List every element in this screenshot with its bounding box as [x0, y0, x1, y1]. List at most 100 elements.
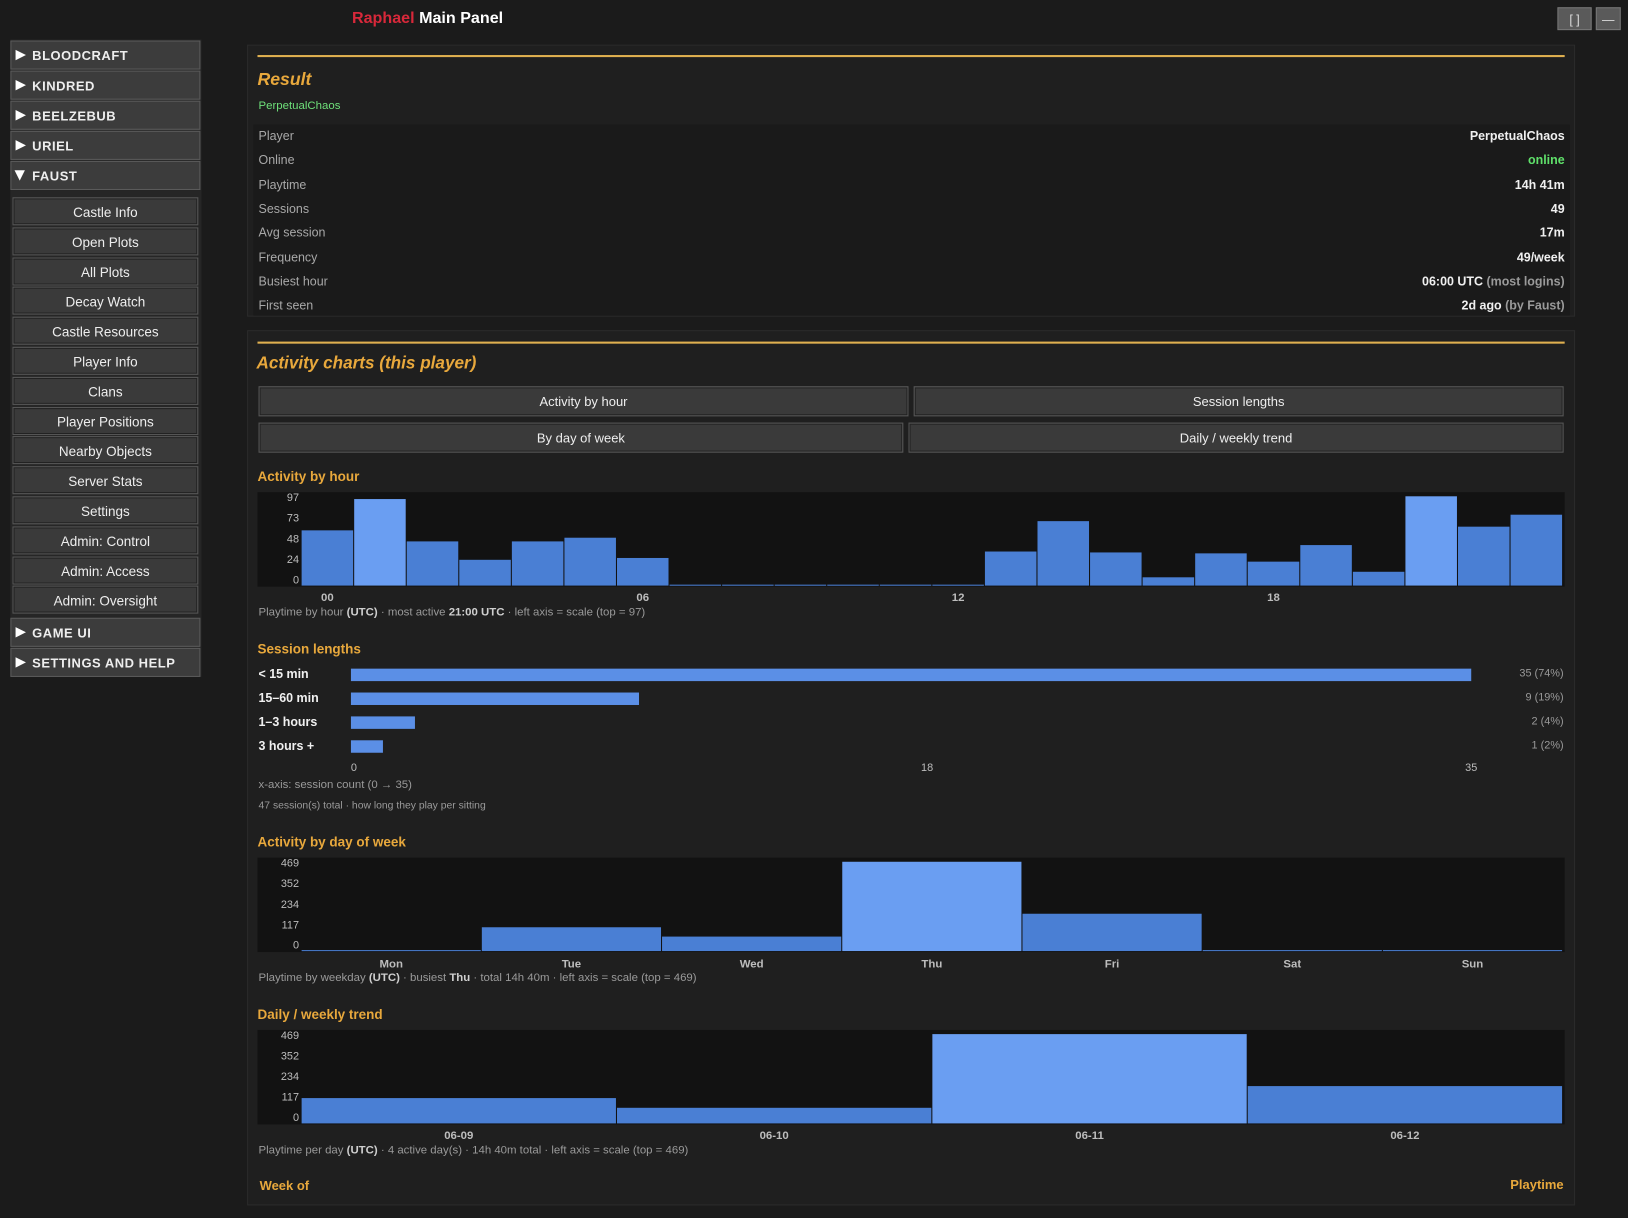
caption-part: Thu — [449, 972, 470, 984]
caption-part: · busiest — [400, 972, 449, 984]
sidebar-item[interactable]: Settings — [12, 496, 199, 525]
value-text: 49 — [1550, 201, 1565, 216]
sidebar-group[interactable]: BEELZEBUB — [10, 100, 201, 130]
x-tick-label: 12 — [952, 592, 965, 604]
sidebar-item[interactable]: Player Info — [12, 346, 199, 375]
chart-tab[interactable]: Activity by hour — [258, 386, 909, 417]
bar — [662, 936, 842, 952]
value-note: (by Faust) — [1505, 298, 1565, 313]
bar — [932, 584, 984, 586]
y-tick-label: 24 — [287, 554, 299, 566]
y-tick-label: 117 — [282, 1092, 299, 1104]
bar — [1247, 1086, 1563, 1124]
row-label: First seen — [258, 298, 314, 313]
y-tick-label: 352 — [281, 1051, 299, 1063]
value-text: 06:00 UTC — [1422, 273, 1483, 289]
gold-rule — [257, 55, 1565, 58]
x-tick-label: 06-12 — [1390, 1130, 1419, 1142]
bar — [932, 1034, 1247, 1124]
sidebar-group[interactable]: KINDRED — [10, 70, 201, 100]
result-title: Result — [257, 69, 312, 90]
chart-tab[interactable]: By day of week — [258, 422, 904, 453]
row-value: 49 — [1551, 200, 1565, 217]
bar — [481, 927, 662, 952]
arrow-icon — [15, 79, 26, 91]
sidebar-group[interactable]: BLOODCRAFT — [10, 40, 201, 70]
bar — [1405, 496, 1457, 586]
value-label: 35 (74%) — [1519, 668, 1563, 680]
x-tick-label: Sun — [1462, 959, 1484, 971]
bar — [1202, 950, 1382, 952]
bar — [1247, 561, 1300, 586]
bar — [406, 541, 459, 586]
chart-tab[interactable]: Daily / weekly trend — [908, 422, 1564, 453]
sidebar-item[interactable]: Admin: Oversight — [12, 585, 199, 615]
y-tick-label: 0 — [293, 574, 299, 586]
sidebar-item[interactable]: Admin: Control — [12, 526, 199, 555]
sidebar-group[interactable]: SETTINGS AND HELP — [10, 648, 201, 678]
value-label: 2 (4%) — [1532, 715, 1564, 727]
row-label: Frequency — [258, 249, 318, 265]
caption-part: · total 14h 40m · left axis = scale (top… — [470, 972, 697, 984]
arrow-icon — [14, 170, 25, 181]
window-button[interactable]: [ ] — [1557, 7, 1592, 31]
arrow-icon — [15, 627, 26, 638]
bar — [984, 551, 1037, 586]
player-link[interactable]: PerpetualChaos — [258, 99, 341, 113]
sidebar-item[interactable]: Server Stats — [12, 466, 199, 495]
chart-caption: Playtime per day (UTC) · 4 active day(s)… — [259, 1144, 689, 1156]
sidebar-group[interactable]: FAUST — [10, 160, 201, 191]
y-tick-label: 117 — [282, 919, 299, 931]
row-value: PerpetualChaos — [1470, 128, 1565, 145]
bar — [616, 1107, 932, 1124]
bar — [774, 584, 827, 586]
bar — [827, 584, 879, 586]
sidebar-item[interactable]: Castle Info — [12, 197, 199, 226]
bar — [1510, 514, 1563, 586]
y-tick-label: 0 — [293, 1112, 299, 1124]
x-tick-label: Wed — [740, 959, 764, 971]
x-tick-label: 06 — [636, 592, 649, 604]
bar — [564, 537, 616, 586]
activity-title: Activity charts (this player) — [256, 354, 477, 373]
window-button[interactable]: — — [1595, 7, 1621, 31]
x-tick-label: 18 — [1267, 592, 1280, 604]
x-tick-label: Sat — [1283, 959, 1301, 971]
y-tick-label: 234 — [281, 899, 299, 911]
bar — [1090, 552, 1142, 586]
value-text: 49/week — [1516, 249, 1565, 265]
sidebar-item[interactable]: All Plots — [12, 257, 199, 286]
bar — [842, 861, 1022, 952]
sidebar-item[interactable]: Admin: Access — [12, 556, 199, 585]
bar — [722, 584, 774, 586]
bar — [350, 716, 415, 729]
bar — [1300, 545, 1352, 586]
row-value: 49/week — [1517, 249, 1565, 266]
row-label: Playtime — [258, 177, 307, 192]
x-tick-label: Thu — [921, 959, 942, 971]
y-tick-label: 97 — [287, 492, 299, 504]
sidebar-group[interactable]: URIEL — [10, 130, 201, 160]
value-text: 14h 41m — [1514, 177, 1565, 192]
sidebar-item[interactable]: Player Positions — [12, 406, 199, 435]
sidebar-item[interactable]: Decay Watch — [12, 286, 199, 316]
title-name: Raphael — [351, 9, 415, 27]
category-label: 3 hours + — [259, 739, 315, 753]
row-value: 2d ago (by Faust) — [1462, 297, 1565, 314]
bar — [301, 1098, 616, 1124]
bar — [301, 950, 481, 952]
bar — [1382, 950, 1563, 952]
sidebar-group[interactable]: GAME UI — [10, 617, 201, 648]
arrow-icon — [15, 49, 26, 61]
chart-tab[interactable]: Session lengths — [913, 386, 1564, 417]
sidebar-item[interactable]: Open Plots — [12, 227, 199, 256]
value-text: 17m — [1539, 225, 1565, 241]
footer-right: Playtime — [1510, 1177, 1564, 1192]
row-label: Avg session — [258, 225, 326, 241]
sidebar-item[interactable]: Clans — [12, 376, 199, 405]
sidebar-item[interactable]: Castle Resources — [12, 316, 199, 345]
y-tick-label: 234 — [281, 1071, 299, 1083]
sidebar-item[interactable]: Nearby Objects — [12, 436, 199, 465]
